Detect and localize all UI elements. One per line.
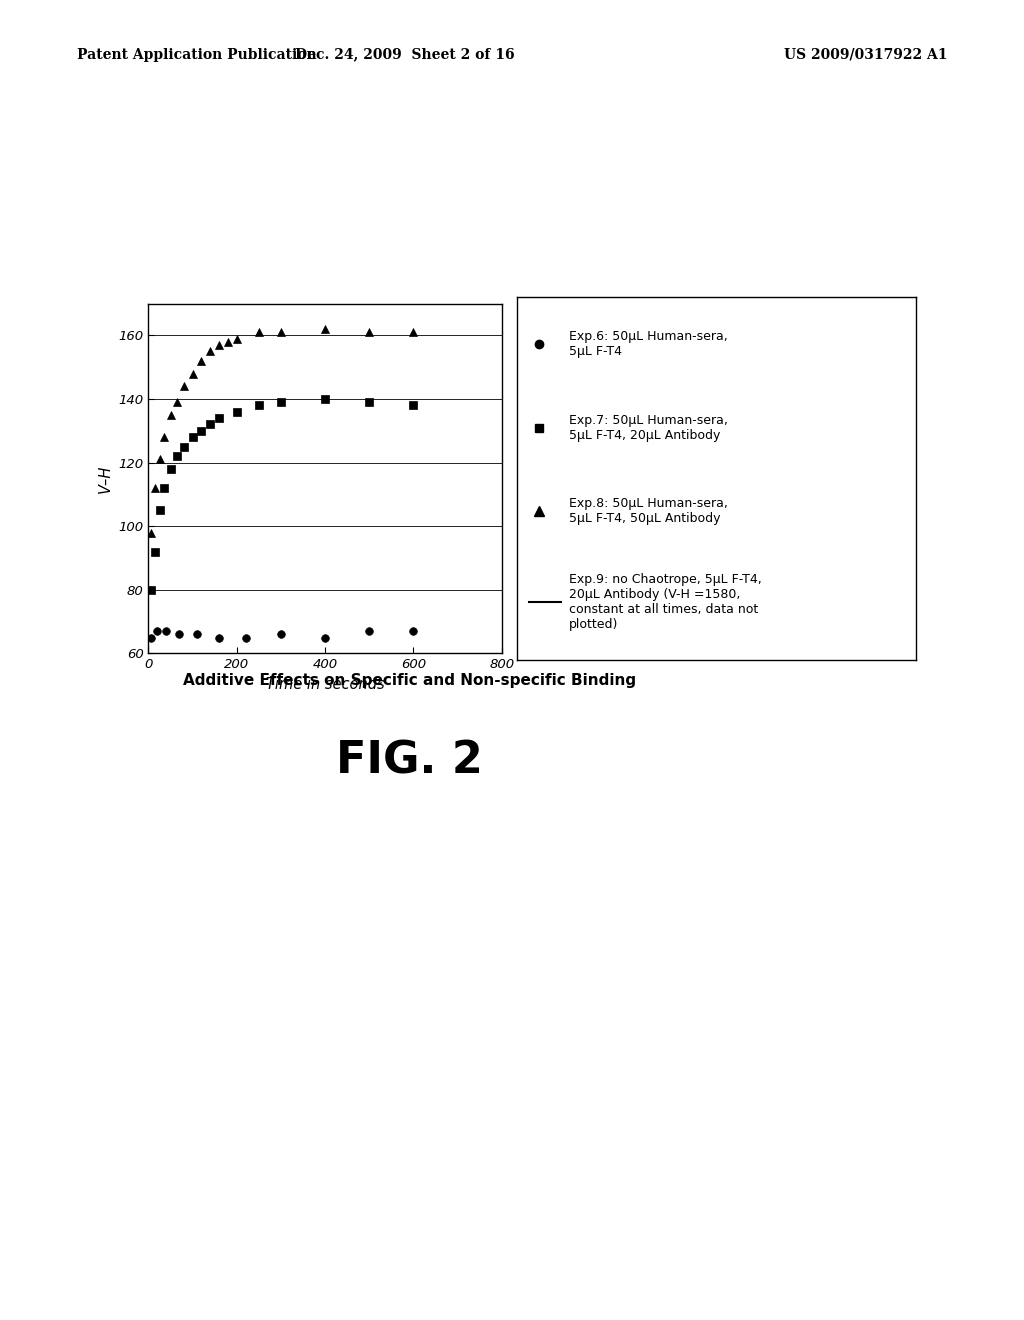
Text: Dec. 24, 2009  Sheet 2 of 16: Dec. 24, 2009 Sheet 2 of 16 (295, 48, 514, 62)
X-axis label: Time in seconds: Time in seconds (266, 677, 384, 692)
Text: Patent Application Publication: Patent Application Publication (77, 48, 316, 62)
Text: FIG. 2: FIG. 2 (336, 739, 483, 783)
Y-axis label: V–H: V–H (98, 465, 113, 492)
Text: Exp.7: 50μL Human-sera,
5μL F-T4, 20μL Antibody: Exp.7: 50μL Human-sera, 5μL F-T4, 20μL A… (569, 413, 728, 442)
Text: Additive Effects on Specific and Non-specific Binding: Additive Effects on Specific and Non-spe… (183, 673, 636, 688)
Text: Exp.9: no Chaotrope, 5μL F-T4,
20μL Antibody (V-H =1580,
constant at all times, : Exp.9: no Chaotrope, 5μL F-T4, 20μL Anti… (569, 573, 762, 631)
Text: Exp.8: 50μL Human-sera,
5μL F-T4, 50μL Antibody: Exp.8: 50μL Human-sera, 5μL F-T4, 50μL A… (569, 498, 728, 525)
Text: US 2009/0317922 A1: US 2009/0317922 A1 (783, 48, 947, 62)
Text: Exp.6: 50μL Human-sera,
5μL F-T4: Exp.6: 50μL Human-sera, 5μL F-T4 (569, 330, 728, 358)
